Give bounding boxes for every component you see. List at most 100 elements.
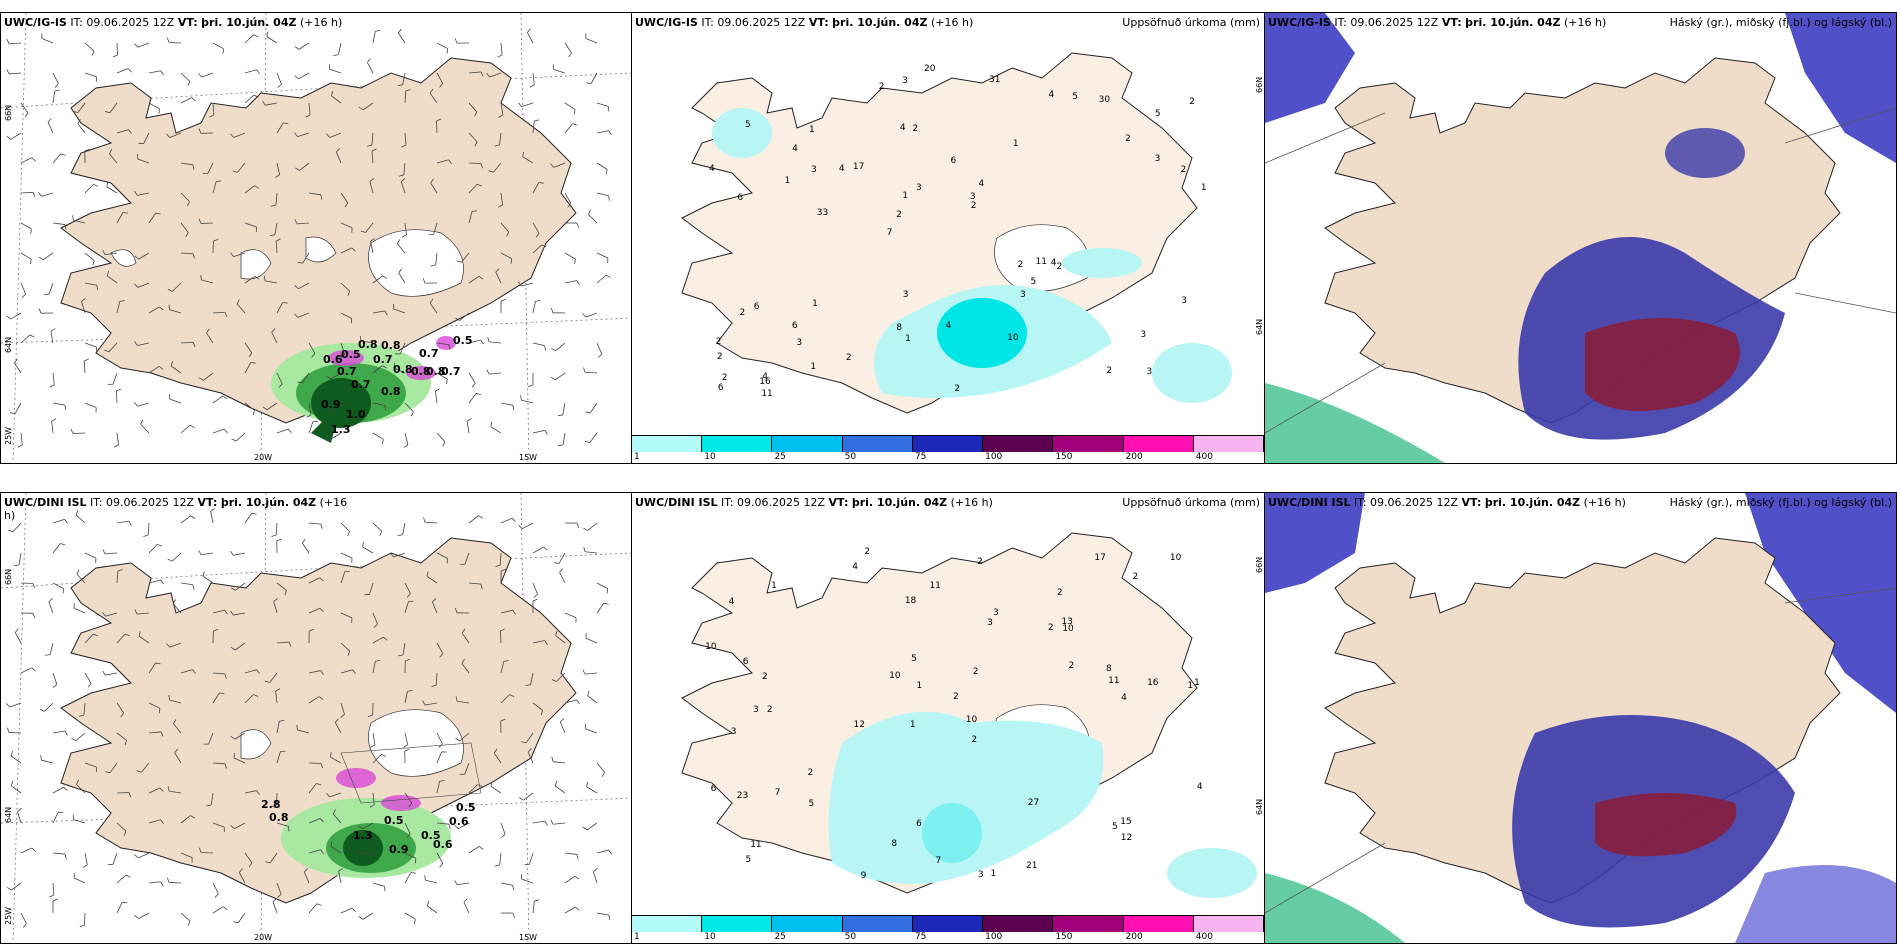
wind-barb-flag [187, 201, 190, 207]
wind-barb [464, 552, 470, 565]
precip-value: 10 [1169, 553, 1182, 563]
wind-barb-flag [116, 388, 122, 392]
precip-value: 6 [737, 193, 744, 204]
wind-barb-flag [62, 588, 65, 594]
wind-barb [553, 761, 566, 764]
wind-barb-flag [576, 280, 580, 285]
wind-barb [137, 282, 150, 288]
wind-barb [362, 546, 374, 554]
wind-barb-flag [522, 151, 524, 157]
wind-barb-flag [277, 83, 282, 88]
wind-barb [10, 755, 22, 764]
wind-barb [212, 609, 225, 614]
wind-barb-flag [540, 710, 543, 716]
wind-barb-flag [521, 741, 527, 744]
wind-barb-flag [222, 906, 228, 911]
wind-barb-flag [351, 247, 356, 252]
wind-barb-flag [206, 328, 210, 334]
wind-barb-flag [559, 718, 565, 723]
wind-barb-flag [583, 546, 586, 552]
wind-barb [493, 162, 502, 173]
wind-barb [468, 132, 478, 143]
value-label: 2.8 [261, 798, 281, 811]
wind-barb-flag [30, 228, 32, 234]
wind-barb-flag [17, 808, 22, 812]
precip-value: 3 [902, 76, 908, 87]
wind-barb [276, 72, 282, 85]
wind-barb [404, 402, 414, 412]
wind-barb-flag [102, 549, 106, 555]
wind-barb-flag [230, 610, 234, 616]
wind-barb-flag [358, 916, 364, 920]
wind-barb [463, 901, 470, 914]
wind-barb-flag [134, 609, 138, 615]
wind-barb [468, 276, 480, 284]
precip-value: 10 [705, 641, 717, 652]
wind-barb [430, 182, 438, 194]
wind-barb [148, 544, 158, 554]
wind-barb [361, 852, 374, 855]
wind-barb-flag [551, 756, 554, 762]
wind-barb [75, 732, 86, 742]
wind-barb-flag [544, 345, 546, 351]
wind-barb-flag [271, 328, 276, 333]
wind-barb [404, 432, 409, 445]
wind-barb-flag [238, 868, 243, 873]
panel-header: UWC/IG-IS IT: 09.06.2025 12Z VT: þri. 10… [4, 16, 343, 29]
wind-barb-flag [134, 283, 139, 288]
wind-barb [340, 312, 352, 319]
wind-barb-flag [497, 54, 503, 58]
wind-barb-flag [75, 510, 79, 516]
wind-barb-flag [302, 538, 306, 544]
wind-barb [52, 72, 59, 84]
wind-barb-flag [375, 29, 381, 32]
wind-barb [116, 129, 129, 134]
wind-barb-flag [294, 75, 299, 80]
wind-barb-flag [254, 275, 260, 280]
wind-barb [372, 275, 383, 284]
wind-barb [522, 522, 534, 530]
wind-barb [404, 90, 407, 104]
wind-barb [244, 185, 255, 194]
wind-barb-flag [167, 288, 173, 292]
wind-barb-flag [382, 365, 387, 369]
wind-barb [108, 342, 118, 353]
wind-barb-flag [529, 84, 535, 88]
colorbar-cell [772, 916, 843, 932]
wind-barb [308, 903, 318, 914]
colorbar-cell [1123, 436, 1194, 452]
wind-barb [596, 252, 609, 259]
wind-barb-flag [297, 381, 303, 384]
precip-value: 5 [745, 120, 751, 131]
precip-value: 1 [905, 334, 911, 345]
wind-barb [596, 130, 609, 134]
wind-barb-flag [352, 669, 356, 674]
wind-barb [143, 132, 150, 144]
wind-barb [596, 192, 609, 197]
wind-barb-flag [122, 212, 128, 214]
wind-barb [266, 36, 278, 44]
wind-barb-flag [367, 144, 373, 147]
wind-barb [554, 372, 566, 381]
precip-value: 2 [1189, 97, 1195, 108]
value-label: 0.8 [381, 385, 401, 398]
wind-barb [499, 630, 502, 644]
wind-barb [362, 912, 374, 920]
wind-barb-flag [605, 274, 611, 278]
wind-barb-flag [500, 298, 506, 302]
wind-barb-flag [174, 748, 179, 754]
wind-barb [404, 132, 407, 145]
wind-barb [372, 310, 385, 314]
wind-barb-flag [480, 339, 484, 345]
wind-barb-flag [38, 256, 44, 261]
wind-barb-flag [70, 428, 74, 434]
wind-barb-flag [403, 744, 408, 748]
panel-wind-igis: UWC/IG-IS IT: 09.06.2025 12Z VT: þri. 10… [0, 12, 632, 464]
wind-barb [9, 702, 22, 708]
wind-barb-flag [331, 90, 334, 96]
wind-barb [20, 847, 33, 854]
value-label: 0.6 [433, 838, 453, 851]
wind-barb [172, 603, 182, 614]
wind-barb [436, 852, 444, 864]
wind-barb-flag [406, 593, 411, 598]
